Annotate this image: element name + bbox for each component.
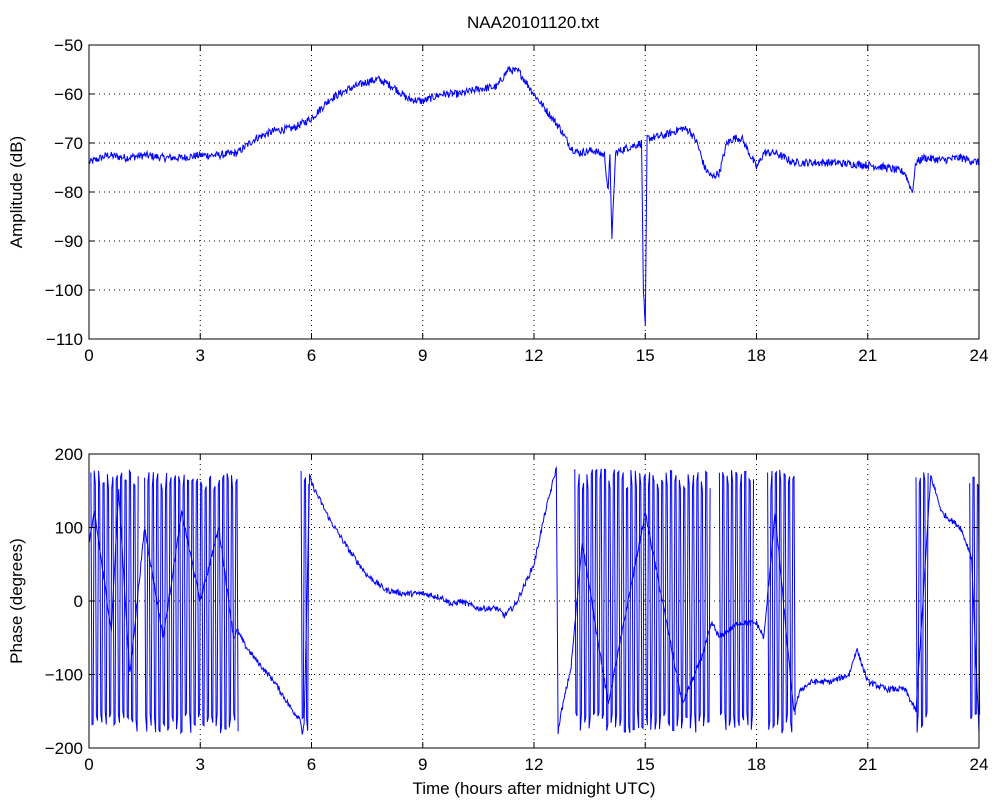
phase-x-axis-label: Time (hours after midnight UTC): [412, 779, 655, 798]
amplitude-y-axis-label: Amplitude (dB): [7, 136, 26, 248]
phase-wrap-band: [718, 470, 754, 731]
phase-grid: [89, 454, 979, 748]
x-tick-label: 24: [970, 755, 989, 774]
x-tick-label: 21: [858, 755, 877, 774]
y-tick-label: −100: [45, 281, 83, 300]
x-tick-label: 9: [418, 755, 427, 774]
y-tick-label: −70: [54, 134, 83, 153]
x-tick-label: 6: [307, 346, 316, 365]
y-tick-label: 200: [55, 445, 83, 464]
y-tick-label: −90: [54, 232, 83, 251]
amplitude-axes: 0 3 6 9 12 15 18 21 24 −110 −100 −90 −80 −70 −60 −50 Am…: [7, 36, 988, 365]
y-tick-label: −60: [54, 85, 83, 104]
x-tick-label: 24: [970, 346, 989, 365]
phase-wrap-band: [969, 476, 981, 720]
x-tick-label: 15: [636, 346, 655, 365]
series-line: [88, 66, 980, 326]
phase-axes: 0 3 6 9 12 15 18 21 24 −200 −100 0 100 200 Phase (deg…: [7, 445, 988, 798]
phase-series: [88, 465, 981, 735]
y-tick-label: −80: [54, 183, 83, 202]
phase-ticks: 0 3 6 9 12 15 18 21 24 −200 −100 0 100 200: [45, 445, 989, 774]
x-tick-label: 18: [747, 755, 766, 774]
phase-wrap-band: [574, 468, 711, 733]
y-tick-label: −50: [54, 36, 83, 55]
y-tick-label: −100: [45, 666, 83, 685]
y-tick-label: 0: [74, 592, 83, 611]
phase-wrap-band: [300, 470, 310, 731]
phase-wrap-band: [90, 468, 139, 732]
amplitude-ticks: 0 3 6 9 12 15 18 21 24 −110 −100 −90 −80 −70 −60 −50: [45, 36, 989, 365]
phase-wrap-band: [767, 469, 796, 734]
phase-y-axis-label: Phase (degrees): [7, 538, 26, 664]
phase-wrap-band: [144, 472, 239, 735]
x-tick-label: 18: [747, 346, 766, 365]
x-tick-label: 9: [418, 346, 427, 365]
y-tick-label: 100: [55, 519, 83, 538]
x-tick-label: 3: [196, 346, 205, 365]
figure-title: NAA20101120.txt: [467, 13, 599, 32]
amplitude-series: [88, 66, 980, 326]
y-tick-label: −200: [45, 739, 83, 758]
x-tick-label: 3: [196, 755, 205, 774]
x-tick-label: 12: [525, 755, 544, 774]
x-tick-label: 0: [84, 755, 93, 774]
x-tick-label: 12: [525, 346, 544, 365]
y-tick-label: −110: [46, 330, 83, 349]
x-tick-label: 21: [858, 346, 877, 365]
phase-wrap-band: [915, 472, 929, 733]
x-tick-label: 15: [636, 755, 655, 774]
x-tick-label: 6: [307, 755, 316, 774]
x-tick-label: 0: [84, 346, 93, 365]
